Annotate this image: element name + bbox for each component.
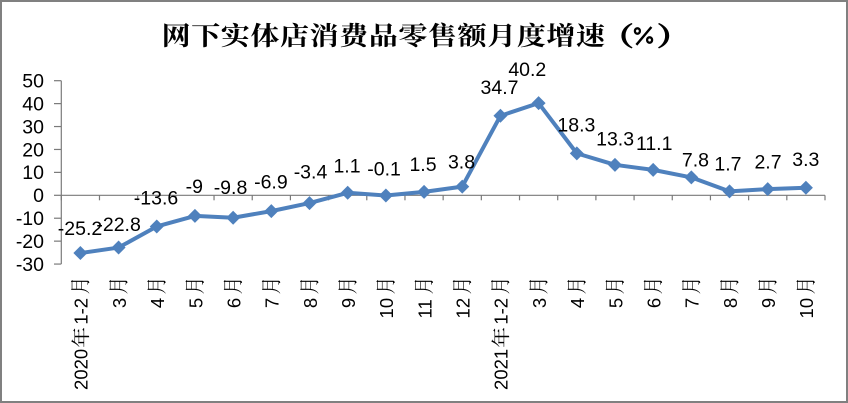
- svg-text:-6.9: -6.9: [254, 171, 288, 193]
- svg-text:-13.6: -13.6: [134, 187, 178, 209]
- svg-text:7.8: 7.8: [682, 150, 709, 172]
- svg-text:5: 5: [185, 298, 206, 308]
- svg-text:-22.8: -22.8: [96, 214, 140, 236]
- svg-text:1.1: 1.1: [333, 156, 360, 178]
- svg-text:13.3: 13.3: [596, 129, 634, 151]
- svg-text:4: 4: [147, 298, 168, 308]
- svg-text:1.7: 1.7: [714, 154, 741, 176]
- svg-text:-10: -10: [16, 208, 44, 230]
- svg-text:-25.2: -25.2: [58, 218, 102, 240]
- svg-text:10: 10: [22, 162, 44, 184]
- svg-text:20: 20: [22, 139, 44, 161]
- svg-text:3: 3: [529, 298, 550, 308]
- svg-text:3.3: 3.3: [792, 149, 819, 171]
- svg-text:2.7: 2.7: [754, 152, 781, 174]
- svg-text:0: 0: [33, 185, 44, 207]
- svg-text:34.7: 34.7: [481, 77, 519, 99]
- svg-text:5: 5: [605, 298, 626, 308]
- svg-text:-0.1: -0.1: [367, 158, 401, 180]
- svg-text:-9: -9: [186, 176, 203, 198]
- svg-text:30: 30: [22, 116, 44, 138]
- svg-text:12: 12: [453, 298, 474, 319]
- svg-text:11.1: 11.1: [636, 133, 673, 155]
- svg-text:1-2: 1-2: [491, 298, 512, 325]
- svg-text:11: 11: [414, 299, 435, 318]
- svg-text:3.8: 3.8: [448, 152, 475, 174]
- svg-text:10: 10: [376, 298, 397, 319]
- svg-text:9: 9: [758, 298, 779, 308]
- svg-text:3: 3: [109, 298, 130, 308]
- svg-text:10: 10: [796, 298, 817, 319]
- svg-text:1.5: 1.5: [409, 154, 436, 176]
- svg-text:40.2: 40.2: [508, 59, 546, 81]
- svg-text:7: 7: [262, 298, 283, 308]
- svg-text:40: 40: [22, 93, 44, 115]
- svg-text:50: 50: [22, 71, 44, 93]
- svg-text:2021: 2021: [491, 349, 512, 390]
- svg-text:-9.8: -9.8: [214, 177, 248, 199]
- svg-text:9: 9: [338, 298, 359, 308]
- svg-text:18.3: 18.3: [557, 115, 595, 137]
- svg-text:6: 6: [643, 298, 664, 308]
- svg-text:8: 8: [720, 298, 741, 308]
- svg-text:1-2: 1-2: [71, 298, 92, 325]
- svg-text:8: 8: [300, 298, 321, 308]
- svg-text:7: 7: [682, 298, 703, 308]
- svg-text:2020: 2020: [71, 349, 92, 390]
- svg-text:4: 4: [567, 298, 588, 308]
- svg-text:6: 6: [223, 298, 244, 308]
- svg-text:-30: -30: [16, 254, 44, 276]
- svg-text:-3.4: -3.4: [294, 161, 328, 183]
- svg-text:-20: -20: [16, 231, 44, 253]
